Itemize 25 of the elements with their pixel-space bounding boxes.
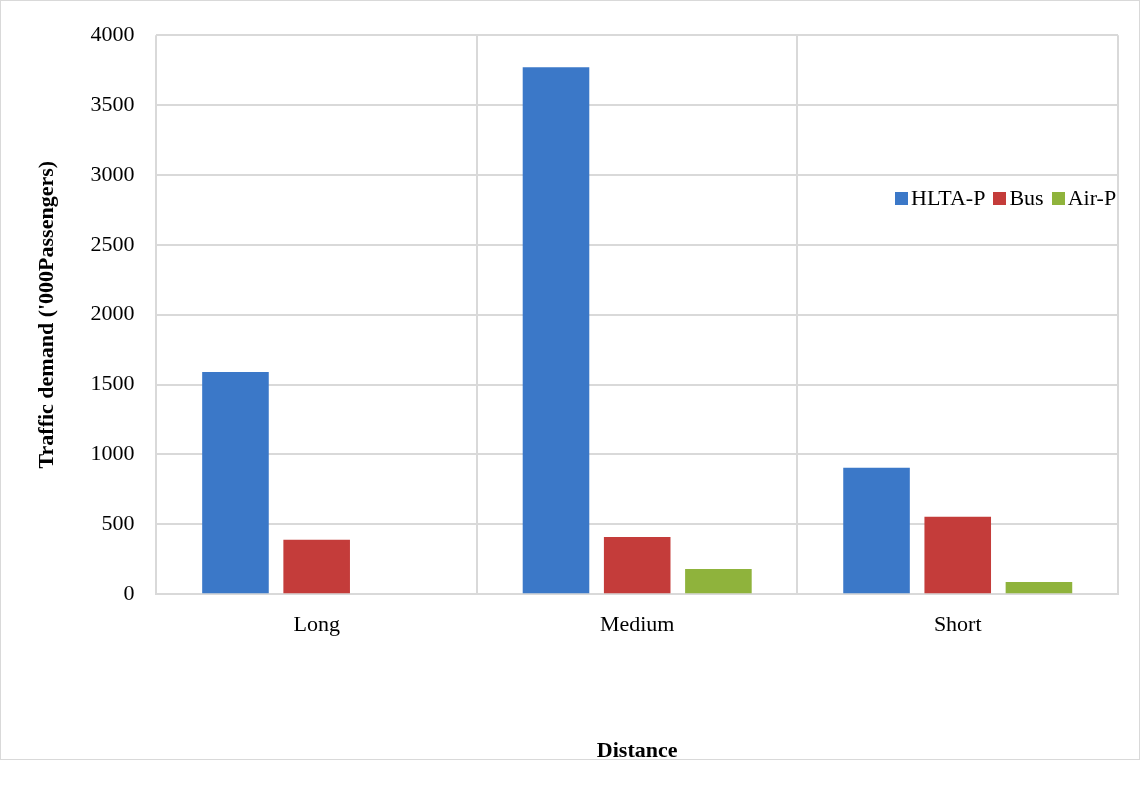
y-axis-title: Traffic demand ('000Passengers) [32, 160, 58, 469]
bar [522, 67, 590, 594]
bar [603, 536, 671, 594]
y-tick-label: 1000 [90, 440, 135, 466]
bar [685, 569, 752, 594]
bar [843, 467, 910, 594]
y-tick-label: 0 [123, 579, 135, 605]
y-tick-label: 2500 [90, 230, 135, 256]
y-tick-label: 3500 [90, 90, 135, 116]
y-tick-label: 1500 [90, 370, 135, 396]
y-tick-label: 500 [101, 510, 135, 536]
bar [283, 539, 350, 594]
bar [202, 372, 269, 594]
legend-label: Bus [1009, 185, 1044, 212]
x-tick-label: Short [933, 611, 982, 637]
legend-label: Air-P [1067, 185, 1117, 212]
x-tick-label: Long [293, 611, 340, 637]
bar [1005, 582, 1073, 594]
x-tick-label: Medium [599, 611, 675, 637]
y-tick-label: 3000 [90, 160, 135, 186]
legend-label: HLTA-P [911, 185, 986, 212]
y-tick-label: 4000 [90, 20, 135, 46]
bar [924, 516, 992, 594]
y-tick-label: 2000 [90, 300, 135, 326]
x-axis-title: Distance [596, 737, 678, 763]
